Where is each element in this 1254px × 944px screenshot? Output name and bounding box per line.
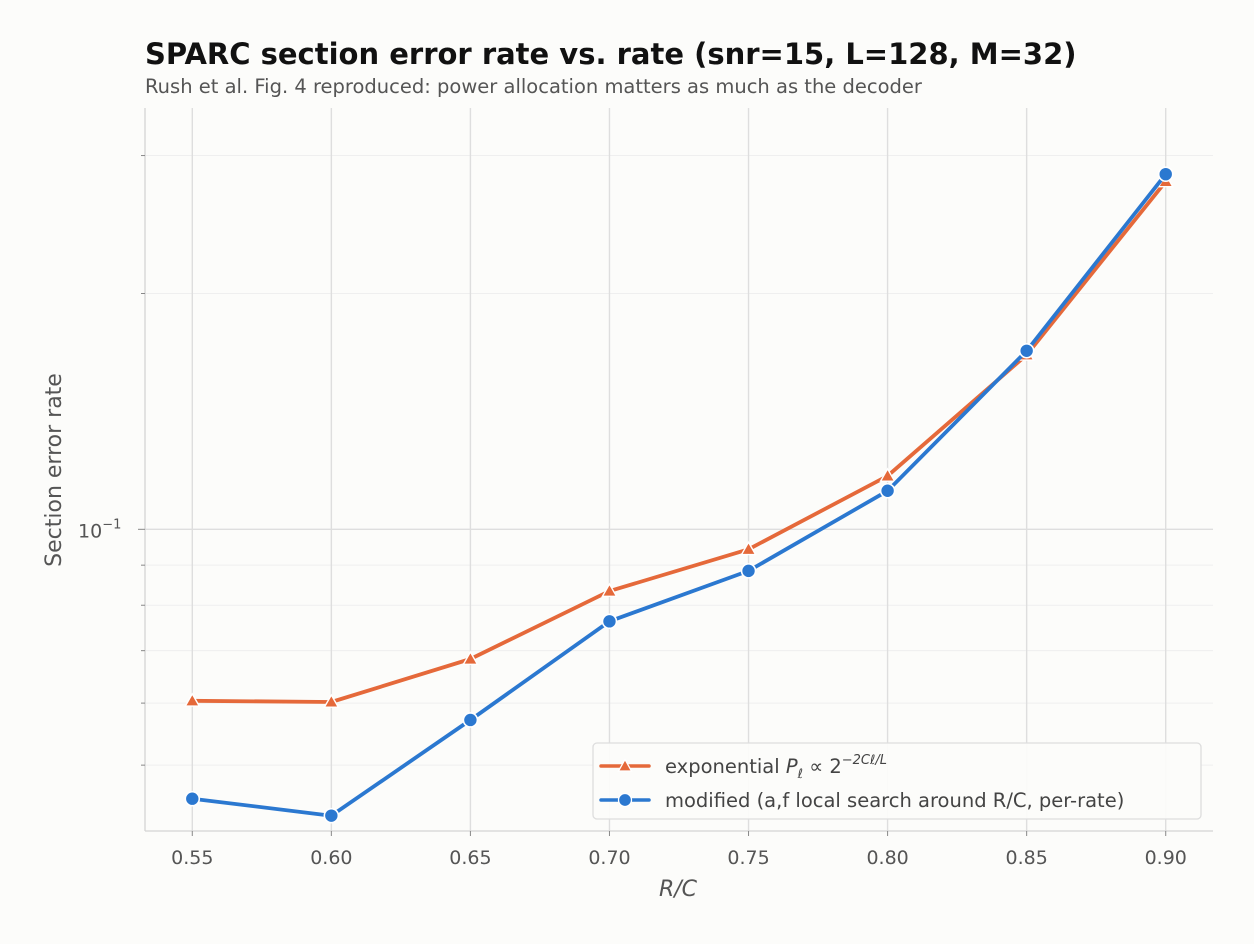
legend-label-sub: ℓ	[797, 767, 803, 782]
grid	[145, 108, 1213, 831]
legend-circle-marker	[617, 792, 633, 808]
chart-title: SPARC section error rate vs. rate (snr=1…	[145, 37, 1077, 71]
y-tick-label-base: 10	[78, 520, 102, 542]
triangle-marker	[323, 693, 340, 708]
x-axis-ticks: 0.55 0.60 0.65 0.70 0.75 0.80 0.85 0.90	[171, 831, 1187, 869]
y-tick-label: 10−1	[78, 517, 121, 542]
x-axis-label: R/C	[659, 877, 698, 902]
legend-box	[592, 742, 1202, 820]
x-tick-label: 0.55	[171, 847, 213, 869]
series-modified	[184, 166, 1174, 824]
triangle-marker	[740, 540, 757, 556]
legend-label-sup: −2Cℓ/L	[842, 753, 887, 768]
x-tick-label: 0.90	[1145, 847, 1187, 869]
circle-marker	[323, 807, 340, 824]
legend-label-main: exponential	[665, 755, 786, 778]
y-axis-label: Section error rate	[42, 373, 67, 567]
triangle-marker	[184, 692, 201, 707]
axes	[144, 108, 1213, 832]
x-tick-label: 0.60	[310, 847, 352, 869]
triangle-marker	[462, 650, 479, 665]
circle-marker	[1018, 342, 1035, 359]
x-tick-label: 0.75	[727, 847, 769, 869]
triangle-marker	[879, 467, 896, 482]
legend-triangle-marker	[617, 758, 633, 772]
x-tick-label: 0.65	[449, 847, 491, 869]
series-line	[190, 172, 1168, 818]
y-axis-ticks: 10−1	[78, 155, 145, 766]
circle-marker	[1157, 166, 1174, 182]
legend-entry-modified: modified (a,f local search around R/C, p…	[599, 789, 1124, 812]
legend-label-p: P	[786, 755, 798, 778]
legend-label-modified: modified (a,f local search around R/C, p…	[665, 789, 1124, 812]
circle-marker	[740, 563, 757, 579]
legend-label-exponential: exponential Pℓ ∝ 2−2Cℓ/L	[665, 753, 887, 782]
x-tick-label: 0.80	[866, 847, 908, 869]
legend: exponential Pℓ ∝ 2−2Cℓ/L modified (a,f l…	[592, 742, 1202, 820]
circle-marker	[462, 712, 479, 728]
y-tick-label-exponent: −1	[102, 517, 121, 532]
x-tick-label: 0.70	[588, 847, 630, 869]
x-tick-label: 0.85	[1006, 847, 1048, 869]
series-layer	[184, 166, 1174, 824]
circle-marker	[879, 482, 896, 499]
chart-subtitle: Rush et al. Fig. 4 reproduced: power all…	[145, 75, 923, 98]
circle-marker	[184, 790, 201, 807]
triangle-marker	[601, 582, 618, 598]
circle-marker	[601, 613, 618, 630]
legend-entry-exponential: exponential Pℓ ∝ 2−2Cℓ/L	[599, 753, 887, 782]
legend-label-rest: ∝ 2	[803, 755, 842, 778]
